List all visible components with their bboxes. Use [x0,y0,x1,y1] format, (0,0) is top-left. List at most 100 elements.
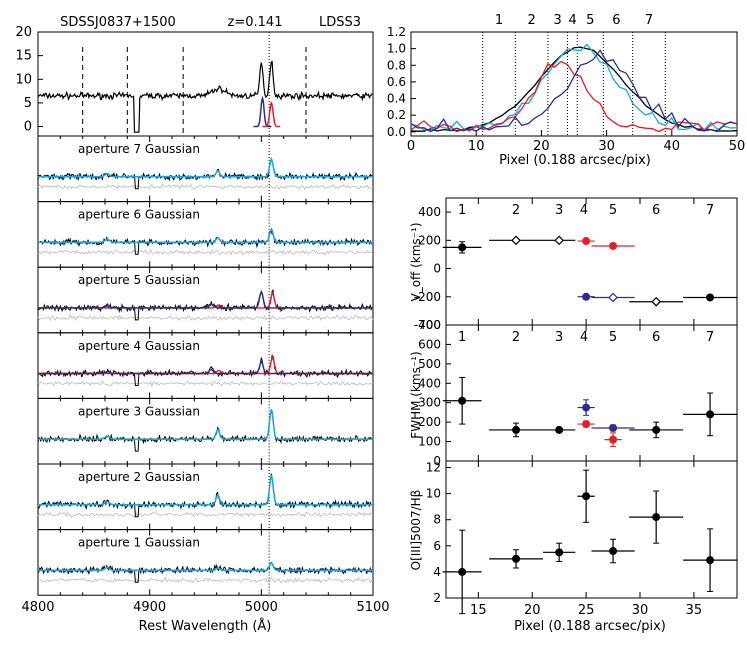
scatter-ytick-label: 4 [433,565,441,579]
scatter-point [609,547,618,556]
scatter-aperture-label: 7 [706,330,714,345]
profile-aperture-label: 2 [527,13,535,28]
scatter-xtick-label: 25 [578,603,595,618]
voff-panel: -400 -200 0 200 400 1 2 3 4 5 6 7 V_off (kms⁻¹) [409,197,738,332]
profile-xtick-label: 10 [468,139,485,154]
aperture-data-series [37,354,373,386]
spectrum-top-ytick-label: 0 [24,120,32,135]
scatter-aperture-label: 3 [555,203,563,218]
scatter-ytick-label: 200 [418,233,441,247]
scatter-aperture-label: 2 [512,203,520,218]
aperture-blue-model [38,360,373,375]
scatter-point [582,292,591,301]
scatter-ytick-label: -200 [414,290,441,304]
profile-navy-series [410,49,738,133]
spectrum-top-red-component [262,100,281,128]
spectra-column: SDSSJ0837+1500 z=0.141 LDSS3 Rest Wavele… [15,15,389,634]
aperture-model [38,227,373,244]
aperture-frame [37,529,374,596]
spectrum-xtick-label: 5100 [356,600,389,615]
aperture-panel: aperture 5 Gaussian [37,266,374,334]
scatter-point [582,492,591,501]
ratio-xlabel: Pixel (0.188 arcsec/pix) [514,619,666,634]
aperture-panel: aperture 3 Gaussian [37,397,374,465]
aperture-label: aperture 5 Gaussian [78,273,200,287]
scatter-point [609,241,618,250]
profile-frame [410,31,738,137]
aperture-label: aperture 6 Gaussian [78,208,200,222]
profile-ytick-label: 0.4 [387,92,406,106]
scatter-aperture-label: 4 [580,203,588,218]
aperture-panel: aperture 6 Gaussian [37,201,374,268]
aperture-data-series [37,157,373,190]
scatter-aperture-label: 4 [580,330,588,345]
profile-ytick-label: 1.2 [387,25,406,39]
scatter-point [652,425,661,434]
aperture-red-model [38,355,373,375]
aperture-sky-series [37,380,374,387]
scatter-aperture-label: 5 [609,203,617,218]
scatter-ytick-label: 600 [418,337,441,351]
scatter-point [706,293,715,302]
scatter-aperture-label: 1 [458,330,466,345]
scatter-ytick-label: 2 [433,591,441,605]
scatter-point [555,425,564,434]
spectrum-top-ytick-label: 20 [15,25,32,40]
aperture-panel: aperture 1 Gaussian [37,529,374,596]
scatter-point [582,420,591,429]
scatter-xtick-label: 15 [470,603,487,618]
aperture-model [38,156,373,178]
aperture-label: aperture 1 Gaussian [78,536,200,550]
spectrum-top-frame [37,31,374,137]
scatter-ytick-label: 200 [418,415,441,429]
spectrum-title-redshift: z=0.141 [228,15,283,30]
scatter-aperture-label: 6 [652,330,660,345]
aperture-label: aperture 3 Gaussian [78,404,200,418]
profile-xtick-label: 50 [729,139,746,154]
scatter-point [458,396,467,405]
aperture-sky-series [37,183,373,190]
scatter-ytick-label: 0 [433,262,441,276]
scatter-ytick-label: -400 [414,318,441,332]
scatter-point [651,296,662,307]
scatter-ylabel: FWHM (kms⁻¹) [409,351,423,438]
scatter-frame [445,324,738,462]
aperture-model [38,409,373,440]
profile-aperture-label: 5 [586,13,594,28]
spectrum-title-instrument: LDSS3 [319,15,361,30]
aperture-label: aperture 4 Gaussian [78,339,200,353]
spectrum-xlabel: Rest Wavelength (Å) [139,618,272,634]
profile-xtick-label: 20 [533,139,550,154]
scatter-aperture-label: 3 [555,330,563,345]
scatter-ytick-label: 100 [418,435,441,449]
profile-xlabel: Pixel (0.188 arcsec/pix) [499,153,651,168]
aperture-label: aperture 2 Gaussian [78,470,200,484]
aperture-model [38,561,373,572]
aperture-blue-model [38,289,373,309]
scatter-point [609,423,618,432]
scatter-xtick-label: 30 [632,603,649,618]
scatter-point [512,425,521,434]
profile-ytick-label: 1.0 [387,42,406,56]
scatter-point [652,513,661,522]
profile-ytick-label: 0.8 [387,58,406,72]
scatter-aperture-label: 7 [706,203,714,218]
aperture-panel: aperture 2 Gaussian [37,463,374,531]
scatter-ytick-label: 12 [426,461,441,475]
aperture-panel: aperture 7 Gaussian [37,135,374,203]
spectrum-top-blue-component [253,95,272,128]
scatter-ytick-label: 400 [418,376,441,390]
spectrum-title-object: SDSSJ0837+1500 [60,15,176,30]
profile-aperture-label: 6 [612,13,620,28]
scatter-point [512,554,521,563]
profile-ytick-label: 0.6 [387,75,406,89]
fwhm-panel: 0 100 200 300 400 500 600 700 1 2 3 4 5 6 7 FWHM (kms⁻¹… [409,318,738,468]
scatter-ytick-label: 8 [433,513,441,527]
scatter-frame [445,460,738,599]
scatter-ytick-label: 500 [418,357,441,371]
spectrum-xtick-label: 4800 [21,600,54,615]
spectrum-top-ytick-label: 5 [24,96,32,111]
scatter-aperture-label: 6 [652,203,660,218]
scatter-point [609,435,618,444]
